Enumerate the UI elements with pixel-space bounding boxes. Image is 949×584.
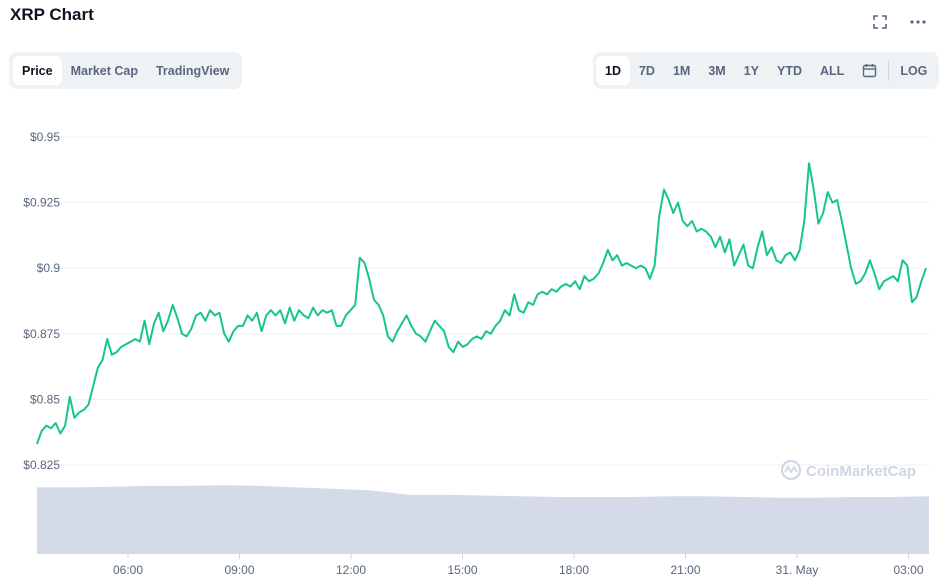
y-tick-label: $0.95 [30, 130, 60, 144]
y-tick-label: $0.925 [23, 196, 60, 210]
range-ytd[interactable]: YTD [777, 63, 803, 78]
range-7d[interactable]: 7D [638, 63, 655, 78]
range-1d[interactable]: 1D [596, 56, 630, 85]
chart-title: XRP Chart [10, 5, 94, 24]
range-1m[interactable]: 1M [672, 63, 691, 78]
range-all[interactable]: ALL [820, 63, 845, 78]
y-tick-label: $0.85 [30, 392, 60, 406]
y-tick-label: $0.875 [23, 327, 60, 341]
volume-area [37, 485, 929, 554]
grid-lines [37, 136, 929, 466]
x-tick-label: 03:00 [893, 563, 923, 577]
coinmarketcap-logo-icon [780, 459, 802, 481]
price-chart: $0.95 $0.925 $0.9 $0.875 $0.85 $0.825 CoinMar… [23, 130, 929, 577]
watermark: CoinMarketCap [780, 459, 916, 481]
x-tick-label: 15:00 [447, 563, 477, 577]
x-tick-label: 21:00 [670, 563, 700, 577]
y-axis-ticks: $0.95 $0.925 $0.9 $0.875 $0.85 $0.825 [23, 130, 60, 472]
price-series-line [36, 162, 927, 445]
more-horizontal-icon[interactable] [908, 12, 928, 32]
price-line-layer [36, 162, 927, 445]
y-tick-label: $0.825 [23, 458, 60, 472]
watermark-text: CoinMarketCap [806, 463, 916, 480]
coinmarketcap-logo-mark [784, 465, 798, 474]
range-tabs: 1D 7D 1M 3M 1Y YTD ALL LOG [593, 52, 940, 89]
calendar-icon[interactable] [853, 56, 886, 85]
x-tick-label: 12:00 [336, 563, 366, 577]
x-tick-label: 31. May [776, 563, 819, 577]
range-3m[interactable]: 3M [708, 63, 726, 78]
x-tick-label: 18:00 [559, 563, 589, 577]
tab-tradingview[interactable]: TradingView [155, 63, 230, 78]
volume-area-path [37, 485, 929, 554]
x-tick-label: 09:00 [224, 563, 254, 577]
log-toggle[interactable]: LOG [900, 63, 928, 78]
chart-type-tabs: Price Market Cap TradingView [9, 52, 243, 89]
x-tick-label: 06:00 [113, 563, 143, 577]
fullscreen-icon[interactable] [870, 12, 890, 32]
y-tick-label: $0.9 [37, 261, 61, 275]
x-axis-ticks: 06:00 09:00 12:00 15:00 18:00 21:00 31. May 03:… [113, 554, 924, 577]
range-1y[interactable]: 1Y [743, 63, 760, 78]
divider [888, 60, 890, 81]
tab-market-cap[interactable]: Market Cap [70, 63, 138, 78]
tab-price[interactable]: Price [13, 56, 62, 85]
